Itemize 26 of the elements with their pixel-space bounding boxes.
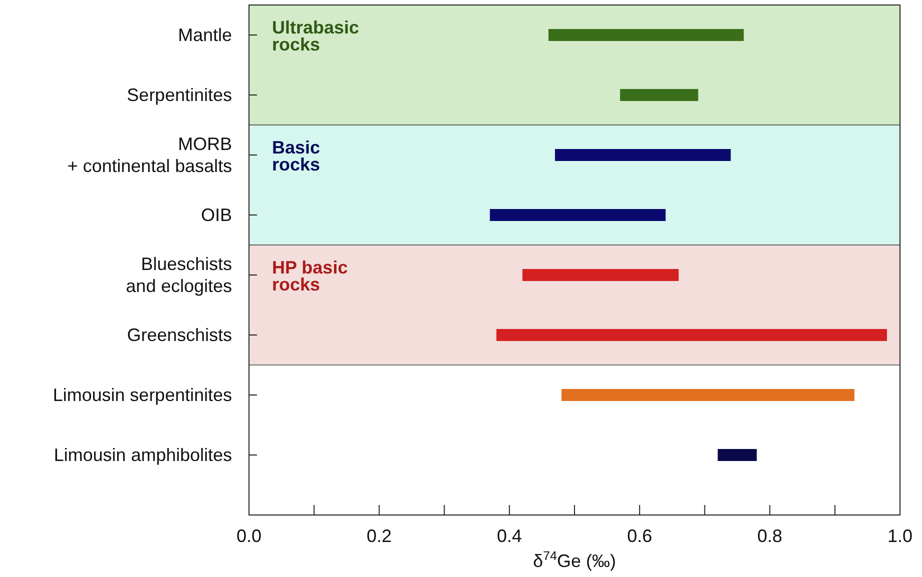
bar bbox=[561, 389, 854, 401]
bar bbox=[522, 269, 679, 281]
x-tick-label: 0.2 bbox=[366, 526, 392, 546]
x-tick-label: 0.4 bbox=[496, 526, 522, 546]
band-label: HP basic rocks bbox=[272, 258, 348, 294]
band-label: Ultrabasic rocks bbox=[272, 18, 360, 54]
bar bbox=[718, 449, 757, 461]
x-tick-label: 1.0 bbox=[887, 526, 913, 546]
y-tick-label: Mantle bbox=[178, 25, 232, 45]
bar bbox=[620, 89, 698, 101]
bar bbox=[548, 29, 744, 41]
y-tick-label: Greenschists bbox=[126, 325, 232, 345]
y-tick-label: OIB bbox=[200, 205, 232, 225]
y-tick-label: MORB + continental basalts bbox=[67, 134, 232, 176]
x-tick-label: 0.0 bbox=[236, 526, 262, 546]
bar bbox=[554, 149, 731, 161]
x-axis-title: δ$^{74}$Ge (‰) bbox=[532, 549, 616, 571]
x-tick-label: 0.8 bbox=[757, 526, 782, 546]
y-tick-label: Limousin amphibolites bbox=[54, 445, 232, 465]
bar bbox=[496, 329, 887, 341]
y-tick-label: Serpentinites bbox=[126, 85, 232, 105]
y-tick-label: Blueschists and eclogites bbox=[126, 254, 232, 296]
x-tick-label: 0.6 bbox=[627, 526, 652, 546]
bar bbox=[490, 209, 666, 221]
y-tick-label: Limousin serpentinites bbox=[52, 385, 232, 405]
band-label: Basic rocks bbox=[272, 138, 320, 174]
